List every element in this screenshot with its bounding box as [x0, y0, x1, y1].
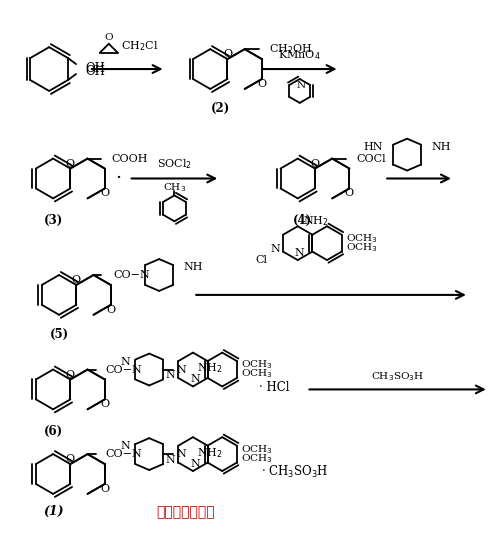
- Text: NH$_2$: NH$_2$: [303, 214, 328, 228]
- Text: N: N: [190, 459, 200, 469]
- Text: NH: NH: [183, 262, 203, 272]
- Text: SOCl$_2$: SOCl$_2$: [157, 158, 192, 172]
- Text: OCH$_3$: OCH$_3$: [241, 452, 272, 465]
- Text: KMnO$_4$: KMnO$_4$: [278, 48, 321, 62]
- Text: N: N: [190, 374, 200, 385]
- Text: CH$_3$: CH$_3$: [163, 181, 186, 194]
- Text: CH$_2$OH: CH$_2$OH: [268, 43, 312, 56]
- Text: COOH: COOH: [112, 153, 148, 163]
- Text: N: N: [270, 243, 280, 253]
- Text: O: O: [345, 188, 354, 198]
- Text: COCl: COCl: [356, 153, 386, 163]
- Text: O: O: [66, 158, 75, 168]
- Text: O: O: [258, 79, 266, 89]
- Text: O: O: [100, 484, 110, 494]
- Text: CH$_2$Cl: CH$_2$Cl: [120, 39, 158, 53]
- Text: (4): (4): [293, 214, 312, 227]
- Text: HN: HN: [364, 142, 384, 152]
- Text: OCH$_3$: OCH$_3$: [346, 241, 378, 254]
- Text: OCH$_3$: OCH$_3$: [241, 443, 272, 456]
- Text: N: N: [295, 248, 304, 258]
- Text: N: N: [176, 449, 186, 459]
- Text: OCH$_3$: OCH$_3$: [241, 368, 272, 380]
- Text: O: O: [66, 369, 75, 380]
- Text: OH: OH: [85, 65, 105, 77]
- Text: · CH$_3$SO$_3$H: · CH$_3$SO$_3$H: [261, 464, 328, 480]
- Text: (1): (1): [43, 505, 64, 518]
- Text: O: O: [100, 188, 110, 198]
- Text: CO−N: CO−N: [106, 364, 142, 374]
- Text: (2): (2): [210, 102, 230, 115]
- Text: · HCl: · HCl: [260, 381, 290, 394]
- Text: O: O: [223, 49, 232, 59]
- Text: 甲磺酸多沙唑嗪: 甲磺酸多沙唑嗪: [156, 505, 214, 519]
- Text: O: O: [104, 33, 113, 43]
- Text: O: O: [100, 399, 110, 410]
- Text: (5): (5): [50, 328, 68, 341]
- Text: CH$_3$SO$_3$H: CH$_3$SO$_3$H: [371, 370, 424, 383]
- Text: N: N: [166, 454, 175, 465]
- Text: N: N: [120, 441, 130, 451]
- Text: OH: OH: [85, 62, 105, 75]
- Text: OCH$_3$: OCH$_3$: [241, 359, 272, 371]
- Text: N: N: [120, 357, 130, 367]
- Text: CO−N: CO−N: [106, 449, 142, 459]
- Text: O: O: [66, 454, 75, 464]
- Text: OCH$_3$: OCH$_3$: [346, 232, 378, 245]
- Text: N: N: [296, 82, 306, 91]
- Text: O: O: [106, 305, 116, 315]
- Text: CO−N: CO−N: [114, 270, 150, 280]
- Text: ·: ·: [116, 169, 122, 188]
- Text: NH: NH: [431, 142, 450, 152]
- Text: NH$_2$: NH$_2$: [197, 446, 222, 460]
- Text: (3): (3): [44, 214, 62, 227]
- Text: (6): (6): [44, 424, 62, 438]
- Text: N: N: [166, 370, 175, 380]
- Text: O: O: [310, 158, 320, 168]
- Text: NH$_2$: NH$_2$: [197, 362, 222, 375]
- Text: O: O: [72, 275, 81, 285]
- Text: N: N: [176, 364, 186, 374]
- Text: Cl: Cl: [255, 254, 267, 264]
